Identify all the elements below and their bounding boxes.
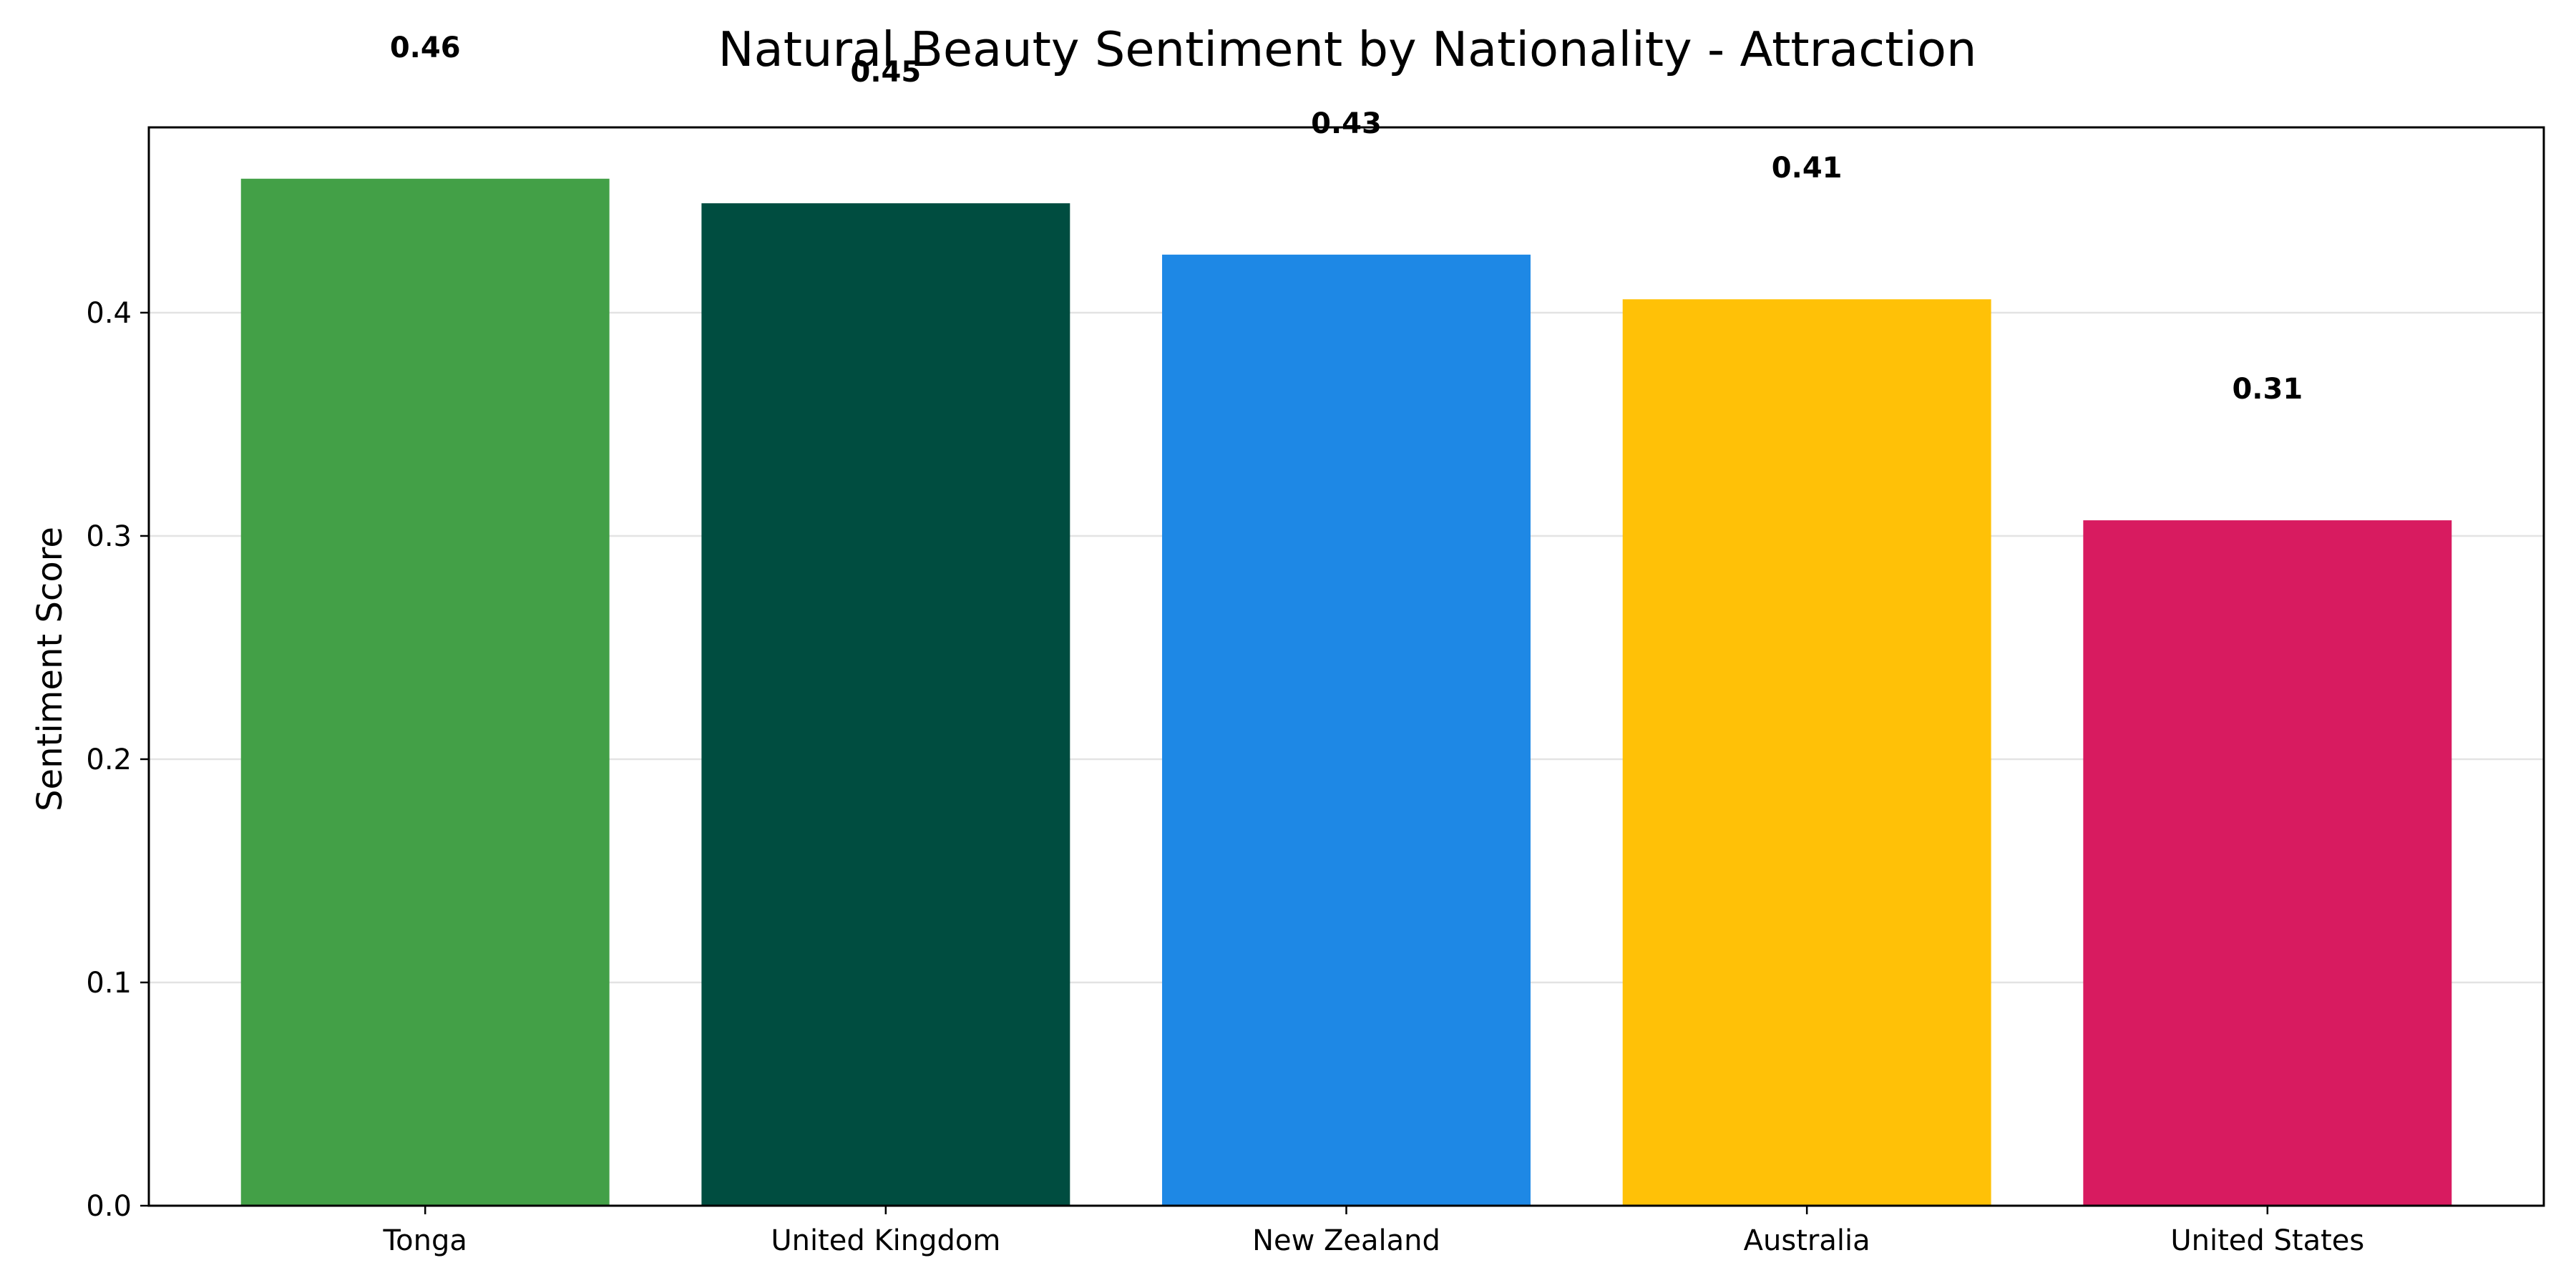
- bar-australia: [1622, 299, 1991, 1206]
- x-tick-label: Tonga: [383, 1224, 467, 1257]
- y-tick-label: 0.1: [86, 967, 132, 1000]
- x-ticks-layer: Tonga United Kingdom New Zealand Australia U…: [383, 1206, 2364, 1257]
- bar-value-label: 0.31: [2232, 373, 2303, 406]
- y-tick-label: 0.3: [86, 520, 132, 553]
- x-tick-label: Australia: [1744, 1224, 1870, 1257]
- data-labels-layer: 0.46 0.45 0.43 0.41 0.31: [390, 31, 2303, 406]
- y-ticks-layer: 0.0 0.1 0.2 0.3 0.4: [86, 297, 149, 1223]
- y-axis-label: Sentiment Score: [30, 527, 70, 811]
- y-tick-label: 0.0: [86, 1190, 132, 1223]
- y-tick-label: 0.2: [86, 743, 132, 776]
- chart-title: Natural Beauty Sentiment by Nationality …: [718, 21, 1977, 77]
- bar-new-zealand: [1162, 254, 1531, 1206]
- y-tick-label: 0.4: [86, 297, 132, 330]
- bar-value-label: 0.41: [1772, 152, 1843, 185]
- bar-united-states: [2083, 520, 2452, 1206]
- x-tick-label: United Kingdom: [771, 1224, 1000, 1257]
- x-tick-label: United States: [2170, 1224, 2364, 1257]
- bar-value-label: 0.46: [390, 31, 461, 64]
- bar-united-kingdom: [701, 203, 1070, 1206]
- x-tick-label: New Zealand: [1252, 1224, 1440, 1257]
- bar-value-label: 0.45: [850, 56, 921, 89]
- bar-value-label: 0.43: [1311, 107, 1382, 140]
- bar-tonga: [240, 178, 610, 1206]
- bars-layer: [240, 178, 2452, 1206]
